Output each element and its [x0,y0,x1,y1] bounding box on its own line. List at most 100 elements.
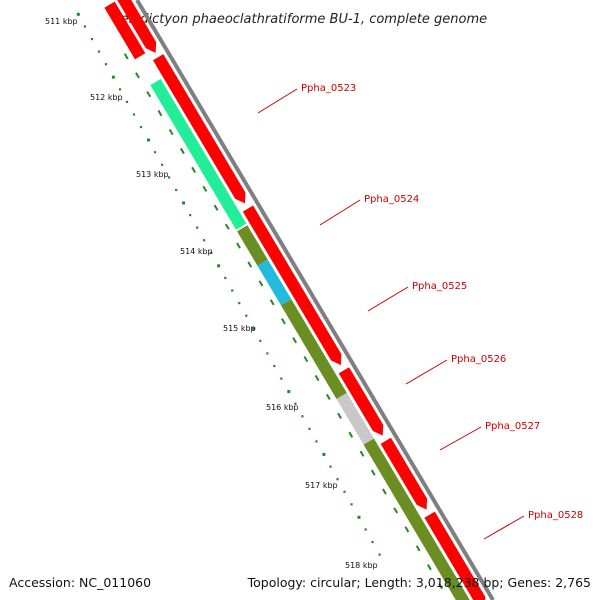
ruler-dot [343,490,346,493]
gene-label[interactable]: Ppha_0523 [301,83,356,94]
ruler-dot [245,314,248,317]
genome-backbone [135,0,495,600]
ruler-dot [252,327,256,331]
kbp-tick-label: 515 kbp [223,324,256,333]
ruler-dot [266,352,269,355]
outer-tick [359,450,365,457]
ruler-dot [196,226,199,229]
cog-block [363,438,470,600]
outer-tick [348,431,354,438]
gene-leader-line [405,359,448,385]
ruler-dot [371,540,374,544]
ruler-dot [97,50,101,53]
ruler-dot [238,302,241,305]
cog-block [150,79,247,230]
ruler-dot [175,188,178,192]
ruler-dot [308,427,311,430]
outer-tick [213,204,219,211]
cds-arrow [152,54,246,204]
ruler-dot [182,201,186,205]
map-title: Pelodictyon phaeoclathratiforme BU-1, co… [113,12,487,27]
gene-leader-line [483,515,525,540]
ruler-dot [280,377,283,380]
outer-tick [404,526,410,533]
cog-block [280,299,347,400]
gene-label[interactable]: Ppha_0527 [485,421,540,432]
outer-tick [281,318,286,325]
ruler-dot [139,125,143,129]
cog-block [237,225,268,266]
gene-leader-line [367,286,409,312]
outer-tick [303,356,309,363]
ruler-dot [322,452,326,456]
ruler-dot [132,113,136,116]
gene-leader-line [257,88,298,114]
gene-label[interactable]: Ppha_0526 [451,354,506,365]
kbp-ruler: 511 kbp 512 kbp 513 kbp 514 kbp 515 kbp 516 k… [45,12,381,570]
ruler-dot [315,440,318,443]
ruler-dot [210,251,213,254]
outer-tick [415,545,421,552]
gene-label[interactable]: Ppha_0524 [364,194,419,205]
ruler-dot [259,339,262,342]
kbp-tick-label: 517 kbp [305,481,338,490]
ruler-dot [146,138,150,142]
cds-arrow [380,437,428,510]
ruler-dot [357,515,361,519]
ruler-dot [364,528,367,531]
cds-arrow [117,0,157,53]
outer-tick [123,53,129,60]
ruler-dot [273,364,276,368]
ruler-dot [153,151,157,154]
kbp-tick-label: 516 kbp [266,403,299,412]
ruler-dot [287,390,291,394]
kbp-tick-label: 512 kbp [90,93,123,102]
outer-tick [168,128,174,136]
ruler-dot [336,478,339,481]
kbp-tick-label: 511 kbp [45,17,78,26]
outer-tick [382,488,387,495]
ruler-dot [329,465,332,468]
outer-tick [258,280,264,287]
accession-text: Accession: NC_011060 [9,575,152,590]
gene-leader-line [439,426,482,451]
ruler-dot [111,75,115,79]
ruler-dot [301,415,304,418]
ruler-dot [378,553,381,556]
gene-labels: Ppha_0523 Ppha_0524 Ppha_0525 Ppha_0526 Ppha… [257,83,583,540]
ruler-dot [203,239,206,242]
outer-tick [426,564,432,571]
ruler-dot [224,276,227,280]
outer-tick [247,261,253,268]
gene-label[interactable]: Ppha_0525 [412,281,467,292]
ruler-dot [90,37,94,41]
cog-block [336,392,374,445]
outer-tick [135,72,140,79]
outer-tick [337,412,342,419]
outer-tick [157,110,163,117]
ruler-dot [104,63,108,66]
gene-label[interactable]: Ppha_0528 [528,510,583,521]
topology-text: Topology: circular; Length: 3,018,238 bp… [247,575,591,590]
outer-tick [314,374,320,382]
ruler-dot [231,289,234,292]
outer-tick [393,507,399,514]
cds-arrow [104,1,146,60]
outer-tick [191,166,197,173]
ruler-dot [118,88,122,91]
kbp-tick-label: 514 kbp [180,247,213,256]
ruler-dot [83,25,87,28]
ruler-dot [189,213,192,217]
ruler-dot [168,176,171,179]
ruler-dot [160,163,164,166]
cds-arrow [242,205,342,366]
cds-arrow [424,511,486,600]
cog-block [257,259,292,306]
outer-tick [236,242,241,249]
outer-tick [146,91,152,98]
outer-tick [325,393,331,401]
outer-tick [224,223,230,230]
ruler-dot [294,402,297,405]
outer-tick [292,337,298,344]
